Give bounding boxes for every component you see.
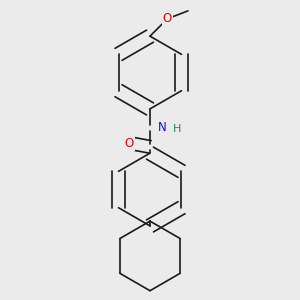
Text: N: N [158, 122, 167, 134]
Text: H: H [173, 124, 181, 134]
Text: O: O [163, 12, 172, 25]
Text: O: O [125, 136, 134, 149]
